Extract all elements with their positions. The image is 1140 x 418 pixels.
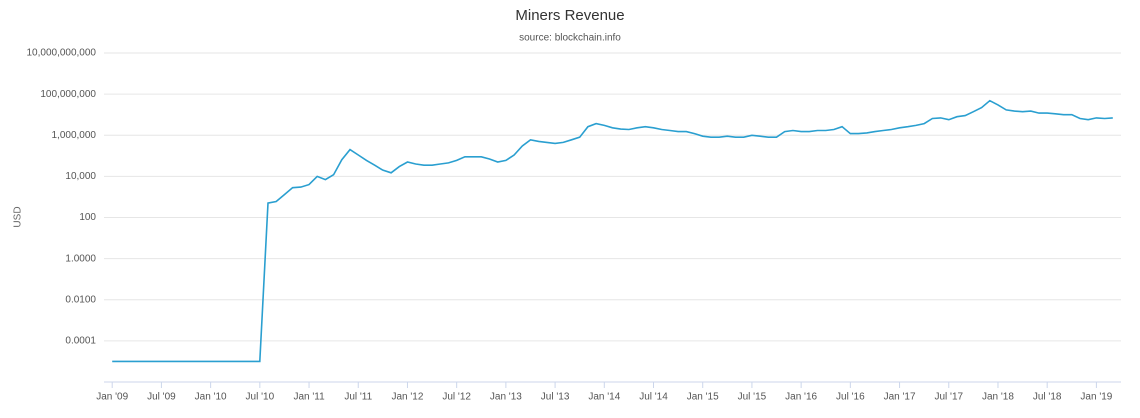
x-tick-label: Jan '11: [293, 392, 325, 403]
x-tick-label: Jan '12: [391, 392, 423, 403]
x-tick-label: Jul '10: [246, 392, 275, 403]
x-tick-label: Jul '11: [344, 392, 372, 403]
data-line: [112, 99, 1113, 363]
x-tick-label: Jul '09: [147, 392, 176, 403]
y-tick-label: 0.0001: [65, 336, 96, 347]
x-tick-label: Jan '19: [1080, 392, 1112, 403]
x-tick-label: Jan '15: [687, 392, 719, 403]
x-tick-label: Jan '16: [785, 392, 817, 403]
y-axis-label: USD: [13, 206, 24, 227]
chart-title: Miners Revenue: [515, 7, 624, 24]
x-tick-label: Jul '17: [934, 392, 963, 403]
y-tick-label: 10,000,000,000: [26, 48, 96, 59]
x-tick-label: Jan '14: [588, 392, 620, 403]
x-tick-label: Jan '09: [96, 392, 128, 403]
y-tick-label: 0.0100: [65, 294, 96, 305]
y-tick-label: 100: [79, 212, 96, 223]
y-tick-label: 1.0000: [65, 253, 96, 264]
chart-subtitle: source: blockchain.info: [519, 33, 621, 44]
x-tick-label: Jan '17: [884, 392, 916, 403]
y-tick-label: 10,000: [65, 171, 96, 182]
x-tick-label: Jan '10: [195, 392, 227, 403]
x-tick-label: Jul '16: [836, 392, 865, 403]
x-tick-label: Jul '15: [738, 392, 767, 403]
x-tick-label: Jul '13: [541, 392, 570, 403]
x-tick-label: Jul '12: [442, 392, 471, 403]
y-tick-label: 1,000,000: [52, 130, 97, 141]
x-tick-label: Jan '13: [490, 392, 522, 403]
y-tick-label: 100,000,000: [40, 89, 96, 100]
x-tick-label: Jul '14: [639, 392, 668, 403]
x-tick-label: Jul '18: [1033, 392, 1062, 403]
x-tick-label: Jan '18: [982, 392, 1014, 403]
